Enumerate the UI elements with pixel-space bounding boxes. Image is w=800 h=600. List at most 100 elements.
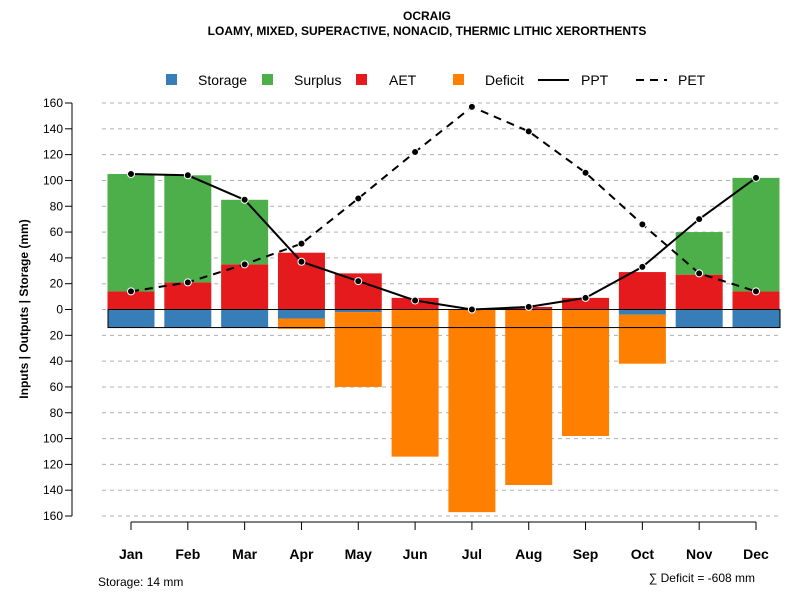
pet-point-sep	[581, 168, 590, 177]
surplus-bar-jan	[107, 173, 155, 292]
x-tick-label-may: May	[345, 546, 372, 562]
ppt-point-feb	[183, 171, 192, 180]
x-tick-label-apr: Apr	[289, 546, 314, 562]
pet-point-nov	[695, 269, 704, 278]
deficit-bar-oct	[618, 314, 666, 364]
y-tick-label: 160	[43, 96, 63, 110]
chart-subtitle: LOAMY, MIXED, SUPERACTIVE, NONACID, THER…	[208, 24, 647, 38]
y-tick-label: 80	[50, 406, 64, 420]
pet-point-mar	[240, 260, 249, 269]
pet-line	[130, 105, 757, 293]
pet-point-jul	[467, 102, 476, 111]
ppt-point-jan	[127, 169, 135, 178]
legend-deficit-label: Deficit	[485, 72, 524, 88]
aet-bar-feb	[164, 282, 212, 310]
legend-aet-swatch	[356, 74, 367, 85]
pet-point-may	[354, 194, 363, 203]
y-tick-label: 120	[43, 457, 63, 471]
x-tick-label-dec: Dec	[743, 546, 769, 562]
aet-bar-oct	[618, 272, 666, 310]
legend-deficit-swatch	[453, 74, 464, 85]
legend-ppt-label: PPT	[581, 72, 609, 88]
y-tick-label: 20	[50, 328, 64, 342]
storage-bar-nov	[675, 309, 723, 328]
aet-bar-dec	[732, 291, 780, 310]
y-tick-label: 160	[43, 509, 63, 523]
storage-capacity-box	[107, 309, 781, 329]
y-tick-label: 120	[43, 148, 63, 162]
legend: Storage Surplus AET Deficit PPT PET	[166, 72, 706, 88]
ppt-point-apr	[297, 257, 306, 266]
y-tick-label: 140	[43, 122, 63, 136]
y-axis-label: Inputs | Outputs | Storage (mm)	[17, 219, 31, 398]
ppt-point-may	[354, 277, 363, 286]
y-tick-label: 60	[50, 380, 64, 394]
y-tick-label: 40	[50, 251, 64, 265]
y-tick-label: 140	[43, 483, 63, 497]
deficit-bar-may	[334, 312, 382, 387]
storage-bar-dec	[732, 309, 780, 328]
storage-bar-mar	[221, 309, 269, 328]
chart-title: OCRAIG	[403, 9, 451, 23]
surplus-bar-dec	[732, 177, 780, 292]
y-tick-label: 40	[50, 354, 64, 368]
x-tick-label-aug: Aug	[515, 546, 542, 562]
pet-point-apr	[297, 239, 306, 248]
deficit-bar-jun	[391, 309, 439, 457]
y-tick-label: 100	[43, 173, 63, 187]
y-tick-label: 20	[50, 277, 64, 291]
legend-surplus-swatch	[262, 74, 273, 85]
surplus-bar-nov	[675, 232, 723, 275]
x-tick-label-sep: Sep	[573, 546, 599, 562]
ppt-point-oct	[638, 262, 647, 271]
storage-bar-apr	[277, 309, 325, 319]
ppt-point-sep	[581, 293, 590, 302]
aet-bar-jan	[107, 291, 155, 310]
ppt-point-mar	[240, 195, 249, 204]
legend-storage-label: Storage	[198, 72, 247, 88]
ppt-line	[130, 172, 757, 311]
x-tick-label-oct: Oct	[631, 546, 655, 562]
ppt-point-jun	[411, 296, 420, 305]
storage-footer: Storage: 14 mm	[98, 575, 183, 589]
surplus-bar-mar	[221, 199, 269, 265]
aet-bar-sep	[562, 297, 610, 310]
series-lines	[127, 102, 760, 314]
surplus-bar-feb	[164, 175, 212, 283]
storage-bar-feb	[164, 309, 212, 328]
pet-point-aug	[524, 127, 533, 136]
x-tick-label-jun: Jun	[403, 546, 428, 562]
x-tick-label-jan: Jan	[119, 546, 143, 562]
axes: 160 140 120 100 80 60 40 20 0 20 40 60 80 100 120 140 16…	[43, 96, 769, 562]
y-tick-label: 100	[43, 432, 63, 446]
deficit-bar-apr	[277, 318, 325, 329]
pet-point-feb	[183, 278, 192, 287]
x-tick-label-feb: Feb	[175, 546, 200, 562]
deficit-bar-aug	[505, 309, 553, 486]
y-tick-label: 60	[50, 225, 64, 239]
ppt-point-jul	[467, 305, 476, 314]
pet-point-jan	[127, 287, 135, 296]
bars	[107, 173, 781, 513]
y-tick-label: 80	[50, 199, 64, 213]
ppt-point-nov	[695, 215, 704, 224]
deficit-bar-sep	[562, 309, 610, 436]
deficit-footer: ∑ Deficit = -608 mm	[649, 571, 755, 585]
storage-bar-may	[334, 309, 382, 313]
ppt-point-aug	[524, 302, 533, 311]
legend-surplus-label: Surplus	[294, 72, 341, 88]
legend-aet-label: AET	[389, 72, 417, 88]
y-tick-label: 0	[56, 303, 63, 317]
x-tick-label-mar: Mar	[232, 546, 257, 562]
pet-point-oct	[638, 220, 647, 229]
legend-storage-swatch	[166, 74, 177, 85]
storage-bar-jan	[107, 309, 155, 328]
x-tick-label-jul: Jul	[462, 546, 482, 562]
pet-point-dec	[752, 287, 760, 296]
x-tick-label-nov: Nov	[686, 546, 713, 562]
aet-bar-nov	[675, 274, 723, 310]
aet-bar-mar	[221, 264, 269, 310]
deficit-bar-jul	[448, 309, 496, 513]
